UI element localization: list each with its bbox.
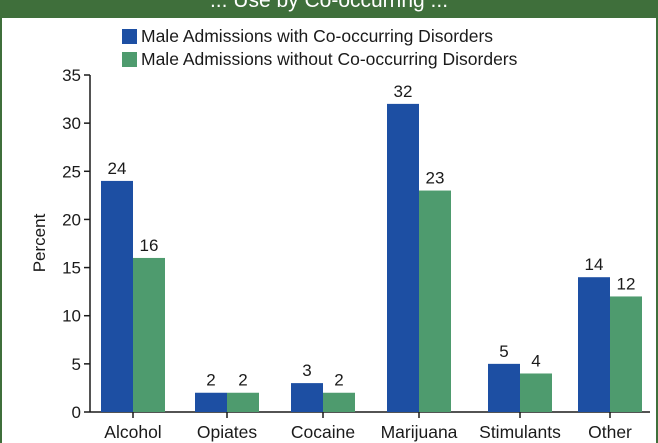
data-label: 2 (206, 371, 215, 390)
chart-title-fragment: ... Use by Co-occurring ... (209, 0, 449, 12)
bar (520, 373, 552, 412)
data-label: 14 (585, 255, 604, 274)
bar (101, 180, 133, 412)
y-tick-label: 15 (62, 259, 81, 278)
y-tick-label: 20 (62, 210, 81, 229)
x-tick-label: Opiates (197, 422, 258, 442)
bar (133, 257, 165, 412)
y-tick-label: 0 (72, 403, 81, 422)
legend: Male Admissions with Co-occurring Disord… (122, 25, 517, 71)
bar (323, 392, 355, 412)
legend-label-without: Male Admissions without Co-occurring Dis… (141, 49, 518, 69)
data-label: 3 (302, 361, 311, 380)
data-label: 2 (238, 371, 247, 390)
bar (291, 383, 323, 412)
bar (488, 363, 520, 412)
y-tick-label: 35 (62, 66, 81, 85)
data-label: 4 (531, 351, 540, 370)
bar (578, 277, 610, 412)
data-label: 5 (499, 342, 508, 361)
data-label: 12 (617, 274, 636, 293)
x-tick-label: Cocaine (291, 422, 355, 442)
y-tick-label: 25 (62, 162, 81, 181)
bar (610, 296, 642, 412)
title-band: ... Use by Co-occurring ... (0, 0, 658, 18)
y-tick-label: 10 (62, 307, 81, 326)
y-axis-label: Percent (30, 213, 49, 272)
bar (227, 392, 259, 412)
legend-swatch-with (122, 29, 137, 44)
x-tick-label: Other (588, 422, 632, 442)
bar (387, 103, 419, 412)
legend-item-with: Male Admissions with Co-occurring Disord… (122, 25, 517, 48)
y-tick-label: 30 (62, 114, 81, 133)
data-label: 23 (426, 169, 445, 188)
data-label: 32 (394, 82, 413, 101)
x-tick-label: Alcohol (104, 422, 161, 442)
x-tick-label: Marijuana (381, 422, 458, 442)
x-tick-label: Stimulants (479, 422, 561, 442)
data-label: 24 (108, 159, 127, 178)
y-tick-label: 5 (72, 355, 81, 374)
legend-item-without: Male Admissions without Co-occurring Dis… (122, 48, 517, 71)
legend-label-with: Male Admissions with Co-occurring Disord… (141, 26, 494, 46)
data-label: 16 (140, 236, 159, 255)
legend-swatch-without (122, 52, 137, 67)
bar (419, 190, 451, 412)
bar (195, 392, 227, 412)
data-label: 2 (334, 371, 343, 390)
